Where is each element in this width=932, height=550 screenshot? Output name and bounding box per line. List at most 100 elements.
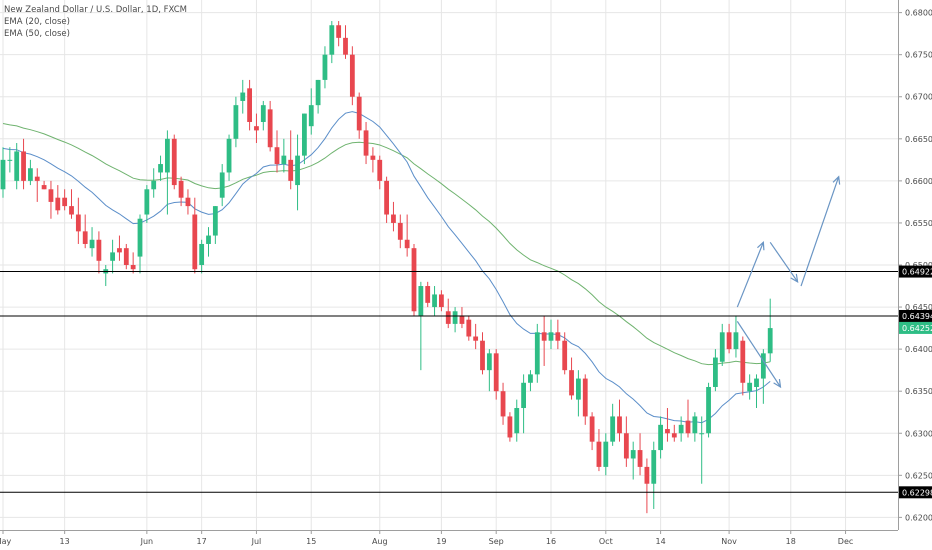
x-tick-label: Sep [489,537,504,546]
x-tick-label: Aug [372,537,388,546]
candles [0,21,773,514]
candle-down [62,197,68,207]
candle-down [685,420,691,434]
arrow-head [757,241,765,251]
x-tick-label: Oct [599,537,613,546]
candle-down [473,336,479,341]
candle-down [555,332,561,341]
candle-up [28,168,33,181]
ema20-legend[interactable]: EMA (20, close) [4,17,70,27]
ema20-layer [2,111,771,424]
candle-up [418,286,424,316]
candle-up [514,408,520,434]
chart-legend: New Zealand Dollar / U.S. Dollar, 1D, FX… [4,4,187,40]
chart-title: New Zealand Dollar / U.S. Dollar, 1D, FX… [4,5,188,15]
ema20-line [2,111,771,424]
arrow-head [773,378,782,389]
candle-down [391,214,396,223]
candle-down [48,189,54,202]
candle-down [254,126,259,131]
candle-down [171,138,177,186]
candle-down [397,222,403,240]
candle-down [130,265,136,270]
candle-up [151,180,157,190]
candle-down [370,155,376,160]
price-label-bg [899,265,932,278]
candle-up [658,424,663,451]
time-axis[interactable]: May 13 Jun 17 Jul 15 Aug 19 Sep 16 Oct 14 Nov 18 Dec [0,530,932,550]
projection-arrow [769,241,799,283]
x-tick-label: Nov [721,537,737,546]
ema50-layer [2,123,771,366]
candle-up [692,416,698,434]
candle-down [75,214,81,232]
candle-up [212,206,218,236]
candle-down [288,159,294,181]
candle-down [740,340,746,383]
projection-arrow [800,176,840,287]
candle-up [651,450,657,484]
candle-down [541,332,547,341]
candle-up [521,382,526,409]
candle-up [610,416,616,442]
candle-down [500,391,506,417]
candle-up [199,243,205,265]
x-tick-label: 15 [306,537,316,546]
candle-up [0,159,6,190]
candle-down [21,151,26,181]
candle-down [439,294,444,308]
candle-down [466,319,472,337]
candle-up [322,54,328,80]
x-tick-label: 18 [786,537,796,546]
candle-down [507,416,513,438]
candle-up [699,433,705,435]
candle-down [726,332,732,350]
candle-down [480,340,485,371]
candle-down [404,239,410,249]
candle-down [493,353,499,392]
price-label-bg [899,309,932,322]
candle-up [233,105,239,139]
candle-up [158,164,163,173]
candle-down [644,466,650,484]
ema50-line [2,123,771,366]
ema50-legend[interactable]: EMA (50, close) [4,29,70,39]
candle-up [767,328,773,354]
x-tick-label: 14 [656,537,666,546]
time-axis-bg [0,530,932,550]
candle-down [55,197,61,211]
candle-up [7,159,13,161]
candle-up [548,332,554,341]
candle-up [713,357,718,387]
price-label-bg [899,321,932,334]
arrow-head [832,175,841,185]
candle-down [349,54,355,97]
candle-up [630,450,636,459]
candle-down [562,340,568,371]
candle-down [267,109,273,148]
candle-up [329,25,335,55]
candle-down [336,25,342,38]
candle-down [665,429,670,434]
x-tick-label: 19 [436,537,446,546]
candle-down [445,311,451,324]
candle-up [302,113,307,156]
x-tick-label: 17 [197,537,207,546]
price-label-bg [899,486,932,499]
candle-up [486,353,492,371]
candle-up [144,189,150,215]
candle-up [206,235,211,244]
candle-down [377,159,383,181]
candle-up [219,172,225,198]
grid [0,0,898,530]
candle-up [110,252,115,261]
candle-down [41,185,47,190]
candle-up [452,311,458,324]
